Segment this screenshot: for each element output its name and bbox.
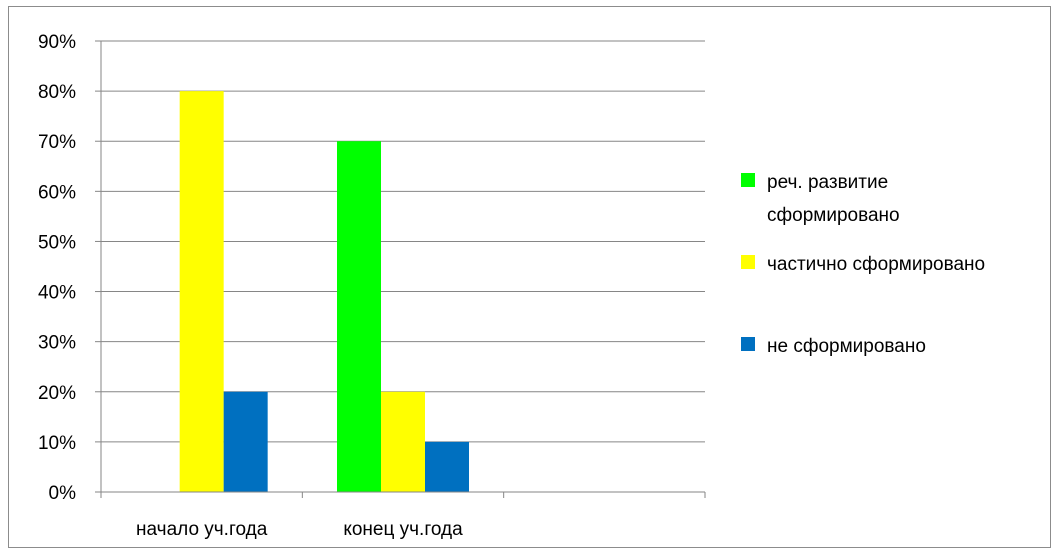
x-category-label: конец уч.года: [343, 519, 463, 540]
bar: [381, 391, 425, 492]
y-tick-label: 10%: [38, 433, 76, 454]
y-tick-label: 40%: [38, 283, 76, 304]
bar: [425, 441, 469, 492]
y-tick-label: 30%: [38, 333, 76, 354]
legend-swatch: [741, 255, 755, 269]
legend-label: реч. развитие: [767, 172, 888, 193]
y-tick-label: 0%: [49, 483, 77, 504]
legend-label: частично сформировано: [767, 254, 985, 275]
bar: [337, 141, 381, 492]
legend-swatch: [741, 173, 755, 187]
legend-label: не сформировано: [767, 336, 926, 357]
bar: [179, 91, 224, 492]
legend-swatch: [741, 337, 755, 351]
legend-label: сформировано: [767, 205, 900, 226]
y-tick-label: 50%: [38, 232, 76, 253]
y-tick-label: 20%: [38, 383, 76, 404]
y-tick-label: 80%: [38, 82, 76, 103]
legend: реч. развитие сформировано частично сформи…: [741, 172, 985, 357]
y-tick-label: 70%: [38, 132, 76, 153]
bar: [223, 391, 268, 492]
axis-labels: 0% 10% 20% 30% 40% 50% 60% 70% 80% 90% начало уч.г…: [38, 32, 463, 540]
axes: [95, 40, 706, 498]
x-category-label: начало уч.года: [136, 519, 268, 540]
bars: [179, 91, 469, 492]
y-tick-label: 90%: [38, 32, 76, 53]
y-tick-label: 60%: [38, 182, 76, 203]
